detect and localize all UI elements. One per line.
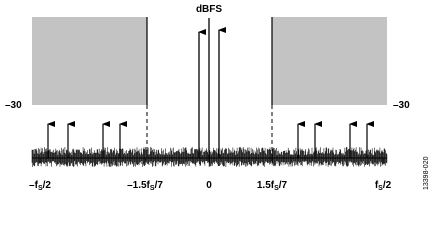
- x-label-part: –f: [29, 180, 39, 191]
- x-label-part: 0: [206, 180, 212, 191]
- x-label-part: /7: [279, 180, 288, 191]
- x-label-part: S: [38, 185, 43, 192]
- axis-title: dBFS: [196, 4, 222, 15]
- level-label: –30: [393, 100, 410, 111]
- x-labels: –fS/2 –1.5fS/7 0 1.5fS/7 fS/2: [29, 158, 392, 192]
- mask-region-left: [32, 17, 147, 105]
- page: {"axis_title": "dBFS", "level_labels": {…: [5, 4, 430, 192]
- x-label-part: S: [274, 185, 279, 192]
- x-label-part: S: [378, 185, 383, 192]
- x-label: 1.5fS/7: [257, 180, 288, 192]
- x-label: fS/2: [375, 180, 392, 192]
- x-label-part: 1.5f: [257, 180, 275, 191]
- spectrum-diagram: dBFS –30 –30 –fS/2 –1.5fS/7 0 1.5fS/7 fS/2 1…: [5, 4, 430, 192]
- x-label: 0: [206, 180, 212, 191]
- x-label-part: –1.5f: [127, 180, 150, 191]
- x-label-part: /2: [383, 180, 392, 191]
- x-label-part: /7: [155, 180, 164, 191]
- mask-region-right: [272, 17, 387, 105]
- figure-id: 13398-020: [423, 156, 430, 190]
- x-label-part: /2: [43, 180, 52, 191]
- x-label: –fS/2: [29, 180, 51, 192]
- spurs: [47, 121, 374, 158]
- level-label: –30: [5, 100, 22, 111]
- x-label: –1.5fS/7: [127, 180, 163, 192]
- x-label-part: S: [150, 185, 155, 192]
- x-label-part: f: [375, 180, 379, 191]
